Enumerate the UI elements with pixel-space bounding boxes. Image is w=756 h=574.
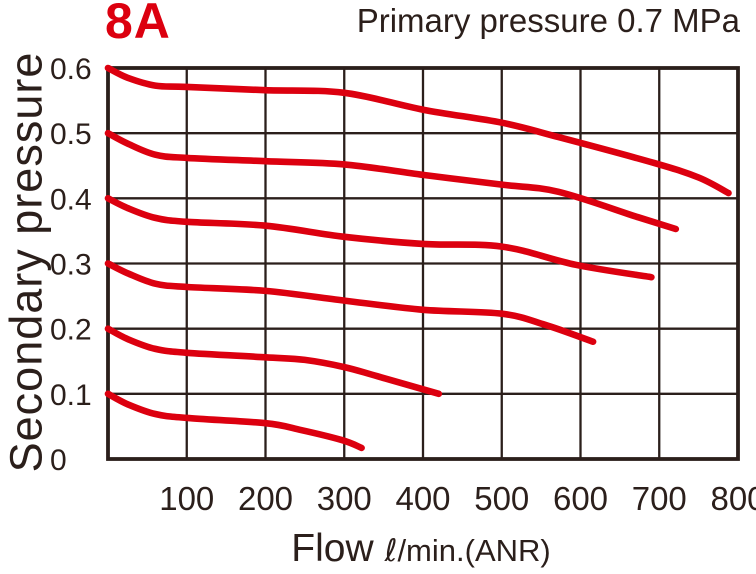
x-tick-label-100: 100 — [159, 480, 214, 517]
x-tick-label-800: 800 — [710, 480, 756, 517]
x-axis-label: Flow ℓ/min.(ANR) — [291, 529, 550, 568]
y-tick-label-0.1: 0.1 — [50, 379, 92, 412]
pressure-curve-0.6 — [104, 64, 732, 197]
x-tick-label-700: 700 — [632, 480, 687, 517]
x-tick-label-500: 500 — [474, 480, 529, 517]
pressure-curve-0.4 — [104, 195, 655, 281]
y-tick-label-0.4: 0.4 — [50, 183, 92, 216]
y-tick-label-0.2: 0.2 — [50, 314, 92, 347]
liter-symbol: ℓ — [384, 533, 398, 569]
x-axis-label-flow: Flow — [291, 527, 374, 570]
x-tick-label-400: 400 — [395, 480, 450, 517]
pressure-curve-0.3 — [104, 260, 597, 345]
x-axis-label-unit: ℓ/min.(ANR) — [385, 535, 551, 567]
pressure-curve-0.1 — [104, 390, 365, 452]
y-tick-label-0.6: 0.6 — [50, 53, 92, 86]
x-tick-label-200: 200 — [238, 480, 293, 517]
chart-title: Primary pressure 0.7 MPa — [356, 2, 740, 39]
x-tick-label-600: 600 — [553, 480, 608, 517]
x-tick-label-300: 300 — [317, 480, 372, 517]
y-tick-label-0.5: 0.5 — [50, 118, 92, 151]
port-size-label: 8A — [105, 0, 171, 49]
y-tick-label-0: 0 — [50, 444, 67, 477]
y-tick-label-0.3: 0.3 — [50, 249, 92, 282]
pressure-curve-0.5 — [104, 129, 680, 233]
pressure-curve-0.2 — [104, 325, 443, 398]
x-axis-unit-text: /min.(ANR) — [397, 533, 551, 568]
